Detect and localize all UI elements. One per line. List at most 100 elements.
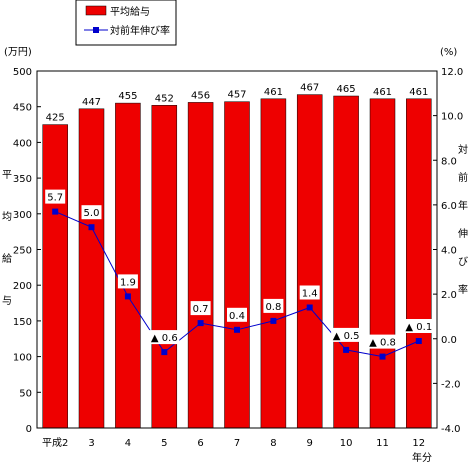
x-tick-label: 6 <box>197 438 203 449</box>
left-tick-label: 100 <box>13 353 32 364</box>
bar-value-label: 425 <box>46 113 65 124</box>
growth-label: 5.7 <box>47 193 63 204</box>
bar-value-label: 452 <box>155 93 174 104</box>
growth-point <box>270 317 277 324</box>
growth-label-box <box>81 205 102 220</box>
right-tick-label: 10.0 <box>441 112 463 123</box>
bar <box>333 95 359 429</box>
bar <box>151 105 178 429</box>
growth-label-box <box>403 319 434 333</box>
growth-point <box>197 320 204 327</box>
left-axis-label-char: 給 <box>2 252 12 265</box>
right-tick-label: 6.0 <box>441 201 457 212</box>
growth-point <box>52 208 59 215</box>
growth-label-box <box>263 298 284 313</box>
legend-line-label: 対前年伸び率 <box>110 24 170 37</box>
bar-value-labels: 425 447 455 452 456 457 461 467 465 461 461 <box>46 83 429 124</box>
left-tick-label: 350 <box>13 174 32 185</box>
bar-value-label: 461 <box>409 87 428 98</box>
right-axis-label: 対前年伸び率 <box>458 143 468 296</box>
growth-label: ▲ 0.1 <box>405 322 432 333</box>
left-tick-label: 0 <box>26 424 32 435</box>
x-tick-label: 5 <box>161 438 167 449</box>
left-tick-label: 300 <box>13 210 32 221</box>
right-tick-label: 2.0 <box>441 290 457 301</box>
right-axis-label-char: 年 <box>458 199 468 212</box>
growth-point <box>124 293 131 300</box>
growth-label: 1.4 <box>302 289 318 300</box>
x-axis-suffix: 年分 <box>412 451 432 462</box>
growth-label-box <box>190 301 211 316</box>
right-tick-label: -4.0 <box>441 424 461 435</box>
x-tick-label: 8 <box>270 438 276 449</box>
left-axis-label: 平均給与 <box>2 170 12 307</box>
bar <box>42 124 68 429</box>
growth-label-box <box>331 327 362 342</box>
growth-label: 0.7 <box>193 304 209 315</box>
right-axis-label-char: び <box>458 256 468 268</box>
right-tick-label: 12.0 <box>441 67 463 78</box>
growth-point <box>88 224 95 231</box>
bar-value-label: 456 <box>191 90 210 101</box>
growth-point <box>379 353 386 360</box>
growth-line-layer: 5.7 5.0 1.9 ▲ 0.6 0.7 0.4 0.8 1.4 ▲ 0.5 ▲ 0.8 ▲ 0.… <box>45 189 434 360</box>
right-axis-label-char: 前 <box>458 171 468 184</box>
growth-label-box <box>367 334 398 349</box>
growth-point <box>234 326 240 333</box>
bar-value-label: 461 <box>373 87 392 98</box>
bar <box>369 98 396 429</box>
bar <box>187 102 214 429</box>
left-axis-label-char: 平 <box>2 170 12 181</box>
growth-label: 0.4 <box>229 311 245 322</box>
right-axis-label-char: 伸 <box>458 228 468 240</box>
x-tick-label: 平成2 <box>42 437 68 449</box>
bar-value-label: 467 <box>300 83 319 94</box>
bar-value-label: 457 <box>227 90 246 101</box>
left-tick-label: 400 <box>13 138 32 149</box>
right-tick-label: 0.0 <box>441 335 457 346</box>
growth-label-box <box>45 189 66 204</box>
growth-label-box <box>149 330 180 345</box>
bar <box>296 94 323 429</box>
growth-label: ▲ 0.8 <box>369 338 396 349</box>
bars <box>42 94 432 429</box>
bar-value-label: 455 <box>118 91 137 102</box>
x-tick-label: 11 <box>376 438 389 449</box>
bar <box>260 98 287 429</box>
growth-label: ▲ 0.5 <box>333 331 360 342</box>
growth-point <box>306 304 313 311</box>
right-tick-label: 4.0 <box>441 246 457 257</box>
x-tick-label: 3 <box>88 438 94 449</box>
legend-bar-label: 平均給与 <box>110 5 150 18</box>
growth-label: 1.9 <box>120 277 136 288</box>
bar <box>78 108 105 429</box>
x-tick-label: 9 <box>307 438 313 449</box>
growth-label-box <box>227 307 247 322</box>
x-axis-ticks: 平成2 3 4 5 6 7 8 9 10 11 12 <box>42 437 425 449</box>
growth-point <box>343 346 350 353</box>
legend-bar-swatch <box>85 5 107 16</box>
right-axis-label-char: 対 <box>458 143 468 156</box>
left-tick-label: 250 <box>13 246 32 257</box>
legend-line-marker <box>93 27 99 33</box>
bar <box>115 102 141 429</box>
x-tick-label: 12 <box>412 438 425 449</box>
left-tick-label: 150 <box>13 317 32 328</box>
legend: 平均給与 対前年伸び率 <box>75 0 177 46</box>
left-axis-label-char: 均 <box>2 211 12 223</box>
left-axis-unit: (万円) <box>4 47 32 58</box>
growth-label-box <box>117 274 138 289</box>
growth-point <box>415 338 422 344</box>
bar <box>224 101 250 429</box>
right-tick-label: -2.0 <box>441 379 461 390</box>
left-tick-label: 500 <box>13 67 32 78</box>
left-tick-label: 450 <box>13 103 32 114</box>
growth-label: 5.0 <box>84 208 100 219</box>
growth-point <box>161 349 168 356</box>
left-axis-label-char: 与 <box>2 295 12 307</box>
growth-label-box <box>299 285 320 300</box>
right-axis-unit: (%) <box>440 47 457 58</box>
left-axis-ticks: 0 50 100 150 200 250 300 350 400 450 500 <box>13 67 41 435</box>
x-tick-label: 4 <box>125 438 131 449</box>
